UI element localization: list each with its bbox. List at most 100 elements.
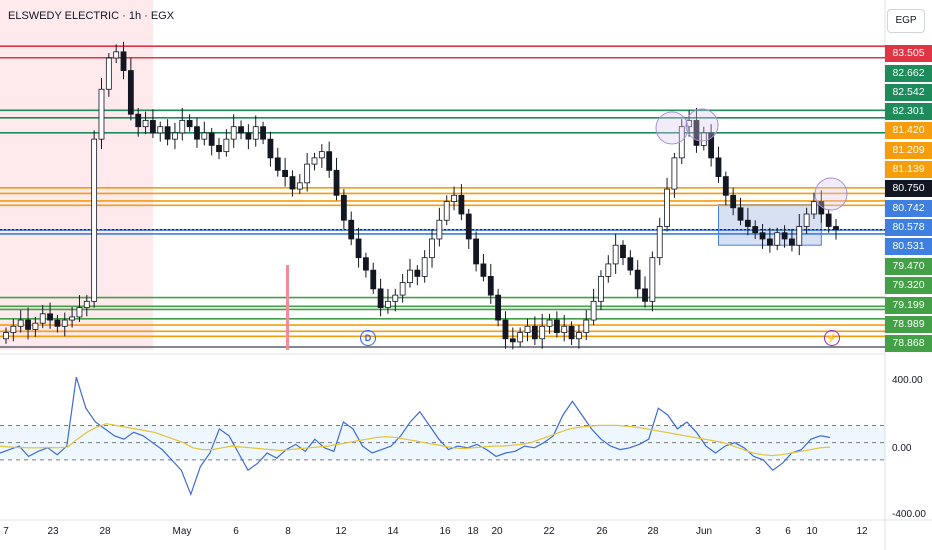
price-axis-tag: 79.199: [885, 297, 932, 314]
oscillator-line: [0, 377, 831, 497]
candle-body: [83, 300, 90, 308]
time-axis-label: 28: [99, 526, 111, 537]
candle-body: [818, 201, 825, 215]
price-axis-tag: 80.531: [885, 238, 932, 255]
time-axis-label: 26: [596, 526, 608, 537]
time-axis-label: 12: [856, 526, 868, 537]
candle-body: [127, 70, 134, 115]
candle-body: [671, 157, 678, 190]
candle-body: [120, 51, 127, 71]
candle-body: [546, 319, 553, 327]
candle-body: [76, 307, 83, 318]
candle-body: [620, 244, 626, 259]
time-axis-label: 6: [233, 526, 239, 537]
candle-body: [98, 88, 105, 140]
candle-body: [333, 169, 340, 196]
price-axis-tag: 82.542: [885, 84, 932, 101]
candle-body: [531, 325, 538, 340]
oscillator-signal-line: [0, 423, 831, 457]
candle-body: [612, 244, 619, 265]
candle-body: [583, 319, 590, 333]
candle-body: [649, 257, 656, 302]
candle-body: [568, 325, 575, 340]
candle-body: [781, 232, 788, 240]
price-axis-tag: 81.209: [885, 142, 932, 159]
candle-body: [304, 163, 311, 184]
candle-body: [421, 257, 428, 277]
candle-body: [355, 238, 362, 259]
candle-body: [370, 269, 377, 290]
earnings-marker-icon[interactable]: ⚡: [824, 330, 840, 346]
candle-body: [642, 288, 648, 302]
candle-body: [539, 325, 546, 340]
dividend-marker-icon[interactable]: D: [360, 330, 376, 346]
candle-body: [216, 144, 222, 153]
pattern-circle: [814, 177, 848, 211]
candle-body: [487, 275, 494, 296]
volume-spike: [286, 265, 289, 350]
candle-body: [465, 213, 472, 240]
candle-body: [274, 157, 281, 171]
candle-body: [179, 120, 186, 134]
time-axis-label: 16: [439, 526, 451, 537]
time-axis-label: 6: [785, 526, 791, 537]
candle-body: [91, 138, 98, 302]
candle-body: [164, 126, 171, 140]
price-axis-tag: 79.320: [885, 277, 932, 294]
candle-body: [553, 319, 560, 333]
candle-body: [634, 269, 641, 290]
candle-body: [744, 219, 751, 227]
candle-body: [385, 300, 391, 308]
candle-body: [605, 263, 612, 277]
pattern-circle: [685, 108, 719, 142]
candle-body: [252, 126, 259, 140]
candle-body: [311, 157, 318, 165]
time-axis-label: Jun: [695, 526, 713, 537]
pattern-circle: [655, 111, 689, 145]
price-axis-tag: 83.505: [885, 45, 932, 62]
candle-body: [318, 151, 325, 159]
candle-body: [700, 132, 707, 146]
time-axis-label: 20: [491, 526, 503, 537]
candle-body: [3, 332, 9, 340]
candle-body: [47, 313, 53, 321]
candle-body: [230, 126, 237, 140]
candle-body: [598, 275, 604, 302]
chart-title: ELSWEDY ELECTRIC · 1h · EGX: [8, 10, 175, 22]
time-axis-label: 10: [806, 526, 818, 537]
candle-body: [363, 257, 369, 271]
candle-body: [752, 226, 759, 234]
candle-body: [186, 120, 193, 128]
candle-body: [194, 126, 200, 140]
candle-body: [208, 132, 215, 146]
price-axis-tag: 80.750: [885, 180, 932, 197]
candle-body: [105, 57, 112, 90]
candle-body: [715, 157, 722, 177]
oscillator-axis-label: 400.00: [892, 375, 923, 386]
candle-body: [627, 257, 634, 271]
candle-body: [686, 120, 692, 128]
candle-body: [730, 194, 737, 209]
candle-body: [811, 201, 817, 215]
price-axis-tag: 82.662: [885, 65, 932, 82]
candle-body: [656, 226, 663, 259]
candle-body: [524, 325, 531, 333]
candle-body: [289, 176, 296, 190]
oscillator-axis-label: 0.00: [892, 443, 912, 454]
time-axis-label: 8: [285, 526, 291, 537]
candle-body: [245, 132, 252, 140]
candle-body: [803, 213, 810, 227]
candle-body: [10, 325, 17, 333]
candle-body: [32, 322, 39, 330]
candle-body: [796, 226, 803, 246]
time-axis-label: May: [172, 526, 192, 537]
candle-body: [693, 120, 700, 146]
candle-body: [61, 319, 68, 327]
candle-body: [576, 332, 582, 340]
candle-body: [789, 238, 795, 246]
candle-body: [54, 319, 61, 327]
candle-body: [737, 207, 744, 221]
time-axis-label: 12: [335, 526, 347, 537]
currency-selector[interactable]: EGP: [887, 9, 925, 33]
